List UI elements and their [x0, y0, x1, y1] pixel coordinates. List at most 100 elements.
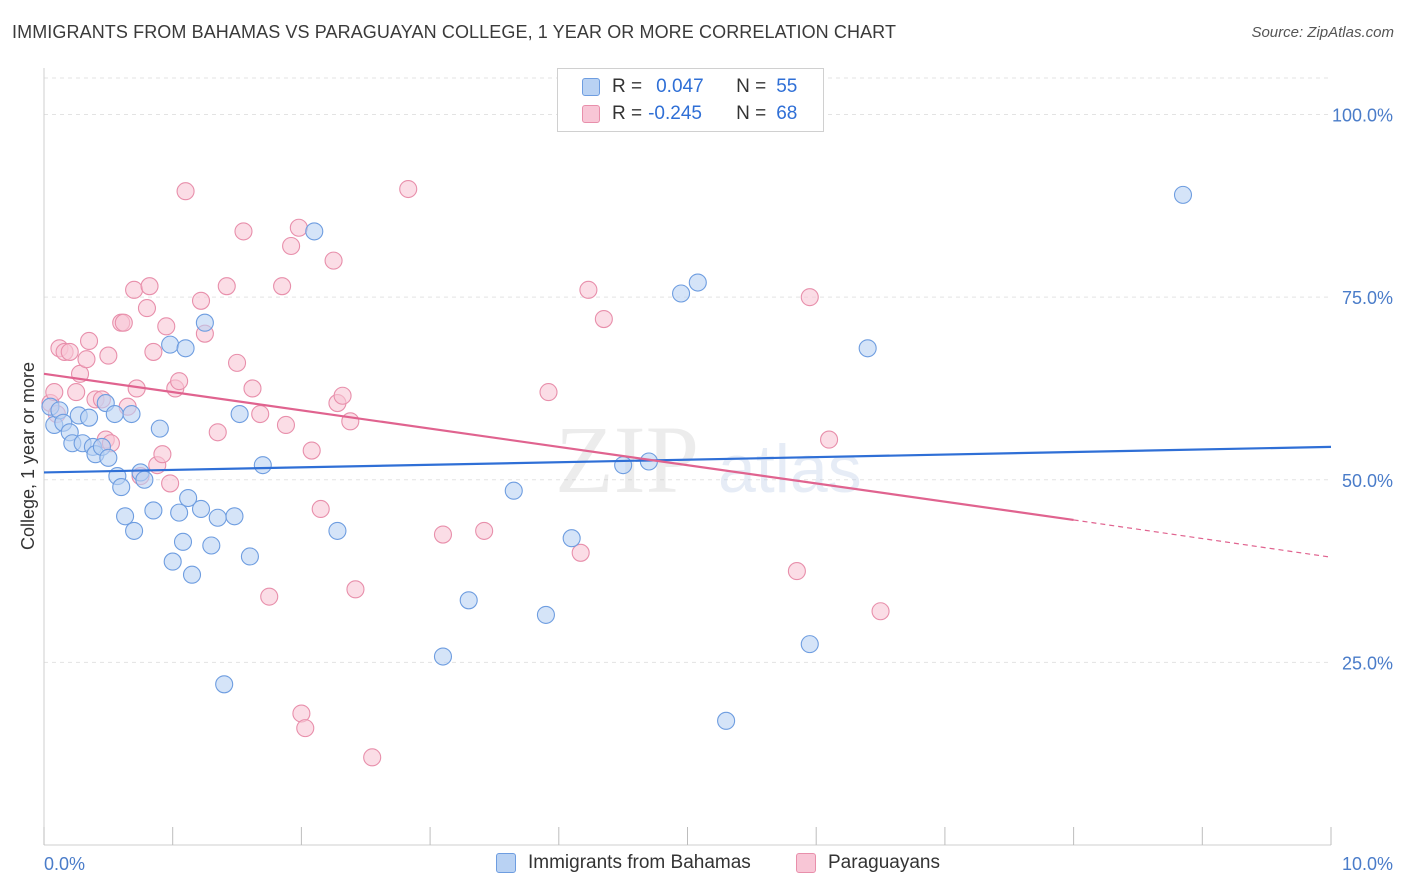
- point-bahamas: [122, 404, 141, 424]
- point-bahamas: [176, 339, 195, 358]
- point-paraguayans: [77, 350, 96, 369]
- point-paraguayans: [800, 288, 819, 307]
- point-paraguayans: [296, 719, 315, 738]
- point-bahamas: [170, 503, 189, 522]
- point-paraguayans: [571, 543, 590, 562]
- point-bahamas: [99, 448, 118, 467]
- chart-source: Source: ZipAtlas.com: [1251, 24, 1394, 41]
- point-bahamas: [182, 565, 202, 584]
- point-bahamas: [112, 478, 131, 497]
- point-paraguayans: [157, 317, 176, 336]
- point-bahamas: [135, 470, 154, 489]
- point-paraguayans: [161, 474, 180, 493]
- point-paraguayans: [191, 291, 211, 310]
- point-bahamas: [225, 507, 244, 526]
- point-bahamas: [208, 508, 227, 527]
- point-bahamas: [800, 635, 819, 654]
- point-paraguayans: [153, 445, 172, 464]
- y-tick-label: 100.0%: [1332, 106, 1393, 126]
- y-axis-label: College, 1 year or more: [18, 362, 38, 550]
- legend-r-label: R =: [612, 76, 643, 97]
- series-legend: Immigrants from Bahamas Paraguayans: [0, 852, 1406, 878]
- point-paraguayans: [363, 748, 382, 767]
- point-paraguayans: [282, 236, 301, 256]
- trend-lines: [43, 372, 1332, 558]
- point-paraguayans: [594, 310, 613, 329]
- point-paraguayans: [137, 299, 157, 318]
- y-tick-label: 50.0%: [1342, 471, 1393, 491]
- legend-label-paraguayans: Paraguayans: [828, 852, 940, 873]
- point-bahamas: [191, 499, 211, 519]
- point-paraguayans: [333, 386, 352, 405]
- point-bahamas: [161, 335, 180, 354]
- point-paraguayans: [243, 379, 262, 398]
- legend-label-bahamas: Immigrants from Bahamas: [528, 852, 751, 873]
- legend-swatch-bahamas: [582, 78, 600, 96]
- point-paraguayans: [260, 587, 279, 606]
- point-paraguayans: [60, 342, 79, 361]
- legend-swatch-paraguayans: [582, 105, 600, 123]
- trend-line-paraguayans-extension: [1073, 519, 1332, 558]
- point-paraguayans: [125, 280, 144, 299]
- legend-swatch-bahamas: [496, 853, 516, 873]
- point-paraguayans: [539, 383, 558, 402]
- point-bahamas: [105, 404, 124, 424]
- legend-n-label: N =: [736, 76, 767, 97]
- point-bahamas: [717, 711, 736, 730]
- point-paraguayans: [144, 342, 163, 361]
- point-bahamas: [144, 501, 163, 520]
- point-bahamas: [230, 404, 249, 424]
- point-bahamas: [305, 222, 324, 241]
- x-tick-label: 0.0%: [44, 854, 85, 874]
- point-bahamas: [79, 408, 99, 427]
- point-paraguayans: [273, 277, 292, 296]
- point-paraguayans: [324, 251, 343, 270]
- point-paraguayans: [311, 499, 330, 519]
- y-tick-label: 25.0%: [1342, 653, 1393, 673]
- point-bahamas: [202, 536, 221, 555]
- point-paraguayans: [346, 580, 365, 599]
- point-paraguayans: [302, 441, 321, 460]
- point-paraguayans: [217, 277, 236, 296]
- point-bahamas: [195, 313, 214, 332]
- point-bahamas: [504, 481, 523, 500]
- legend-row-bahamas: R = 0.047 N = 55: [582, 75, 797, 99]
- point-paraguayans: [208, 423, 227, 442]
- point-bahamas: [672, 284, 691, 303]
- point-bahamas: [215, 675, 234, 694]
- point-paraguayans: [399, 179, 418, 199]
- point-paraguayans: [820, 430, 839, 449]
- point-paraguayans: [433, 525, 453, 544]
- point-paraguayans: [140, 277, 159, 296]
- point-paraguayans: [475, 521, 494, 540]
- x-tick-label: 10.0%: [1342, 854, 1393, 874]
- point-bahamas: [562, 529, 581, 548]
- point-bahamas: [163, 552, 182, 571]
- point-paraguayans: [228, 353, 247, 372]
- axes: [43, 68, 1332, 846]
- tick-labels: 25.0% 50.0% 75.0% 100.0% 0.0% 10.0%: [44, 106, 1393, 874]
- point-paraguayans: [276, 415, 296, 435]
- point-bahamas: [688, 273, 707, 292]
- point-paraguayans: [114, 313, 133, 332]
- point-paraguayans: [67, 383, 86, 402]
- legend-r-label: R =: [612, 103, 643, 124]
- point-paraguayans: [787, 562, 806, 581]
- trend-line-paraguayans: [43, 372, 1074, 522]
- data-points: [41, 179, 1193, 767]
- point-paraguayans: [79, 331, 99, 351]
- watermark-atlas: atlas: [718, 431, 862, 507]
- point-paraguayans: [170, 372, 189, 391]
- point-bahamas: [536, 605, 555, 624]
- point-bahamas: [179, 488, 198, 508]
- point-bahamas: [1173, 185, 1193, 204]
- legend-n-value: 55: [776, 76, 798, 97]
- legend-item-bahamas: Immigrants from Bahamas: [496, 852, 751, 874]
- legend-n-value: 68: [776, 103, 798, 124]
- point-bahamas: [150, 419, 169, 438]
- point-paraguayans: [289, 218, 308, 237]
- point-bahamas: [253, 456, 272, 475]
- point-paraguayans: [871, 602, 890, 621]
- point-bahamas: [116, 507, 135, 526]
- point-bahamas: [459, 591, 478, 610]
